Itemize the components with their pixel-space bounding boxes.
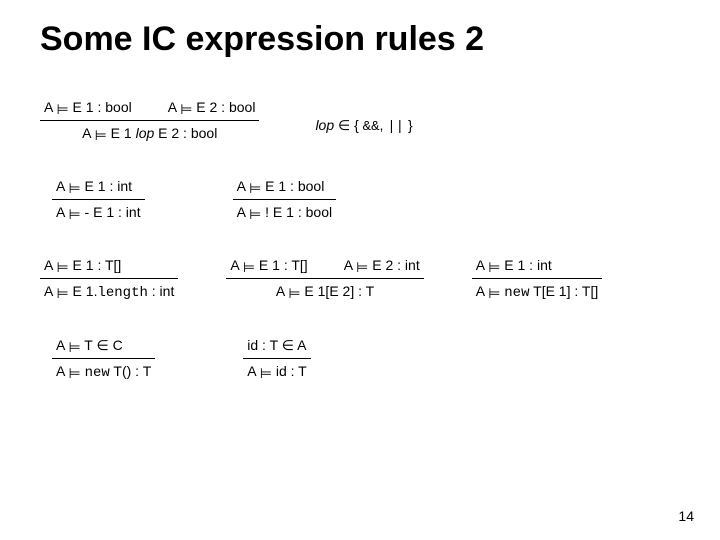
rule-row-2: A ⊨ E 1 : int A ⊨ - E 1 : int A ⊨ E 1 : … [40, 178, 680, 221]
premise: A ⊨ E 1 : int [476, 257, 552, 274]
premise: A ⊨ E 1 : bool [237, 178, 325, 195]
rule-new-array: A ⊨ E 1 : int A ⊨ new T[E 1] : T[] [472, 257, 603, 301]
premise: A ⊨ E 1 : bool [44, 99, 132, 116]
premise: A ⊨ T ∈ C [56, 337, 123, 354]
rule-index: A ⊨ E 1 : T[] A ⊨ E 2 : int A ⊨ E 1[E 2]… [226, 257, 423, 300]
rule-id: id : T ∈ A A ⊨ id : T [243, 337, 310, 380]
rule-line [472, 278, 603, 279]
rule-row-1: A ⊨ E 1 : bool A ⊨ E 2 : bool A ⊨ E 1 lo… [40, 99, 680, 142]
conclusion: A ⊨ new T[E 1] : T[] [472, 281, 603, 301]
rule-int-neg: A ⊨ E 1 : int A ⊨ - E 1 : int [52, 178, 145, 221]
rule-bool-not: A ⊨ E 1 : bool A ⊨ ! E 1 : bool [233, 178, 337, 221]
conclusion: A ⊨ ! E 1 : bool [233, 202, 337, 221]
rule-row-4: A ⊨ T ∈ C A ⊨ new T() : T id : T ∈ A A ⊨… [40, 337, 680, 381]
rule-line [52, 199, 145, 200]
conclusion: A ⊨ - E 1 : int [52, 202, 145, 221]
rule-lop: A ⊨ E 1 : bool A ⊨ E 2 : bool A ⊨ E 1 lo… [40, 99, 259, 142]
premise: A ⊨ E 2 : int [344, 257, 420, 274]
rule-line [226, 278, 423, 279]
premise: A ⊨ E 1 : int [56, 178, 132, 195]
conclusion: A ⊨ id : T [243, 361, 310, 380]
rule-length: A ⊨ E 1 : T[] A ⊨ E 1.length : int [40, 257, 178, 301]
rule-line [52, 358, 155, 359]
premise: A ⊨ E 1 : T[] [44, 257, 121, 274]
conclusion: A ⊨ E 1 lop E 2 : bool [78, 123, 221, 142]
conclusion: A ⊨ E 1[E 2] : T [272, 281, 378, 300]
rule-line [233, 199, 337, 200]
rule-line [40, 278, 178, 279]
page-number: 14 [678, 508, 694, 524]
premise: A ⊨ E 2 : bool [168, 99, 256, 116]
rule-line [40, 120, 259, 121]
lop-side-condition: lop ∈ { &&, || } [315, 107, 412, 135]
rule-row-3: A ⊨ E 1 : T[] A ⊨ E 1.length : int A ⊨ E… [40, 257, 680, 301]
page-title: Some IC expression rules 2 [40, 20, 680, 59]
rule-line [243, 358, 310, 359]
conclusion: A ⊨ E 1.length : int [40, 281, 178, 301]
rule-new-object: A ⊨ T ∈ C A ⊨ new T() : T [52, 337, 155, 381]
conclusion: A ⊨ new T() : T [52, 361, 155, 381]
premise: id : T ∈ A [247, 337, 306, 354]
premise: A ⊨ E 1 : T[] [230, 257, 307, 274]
